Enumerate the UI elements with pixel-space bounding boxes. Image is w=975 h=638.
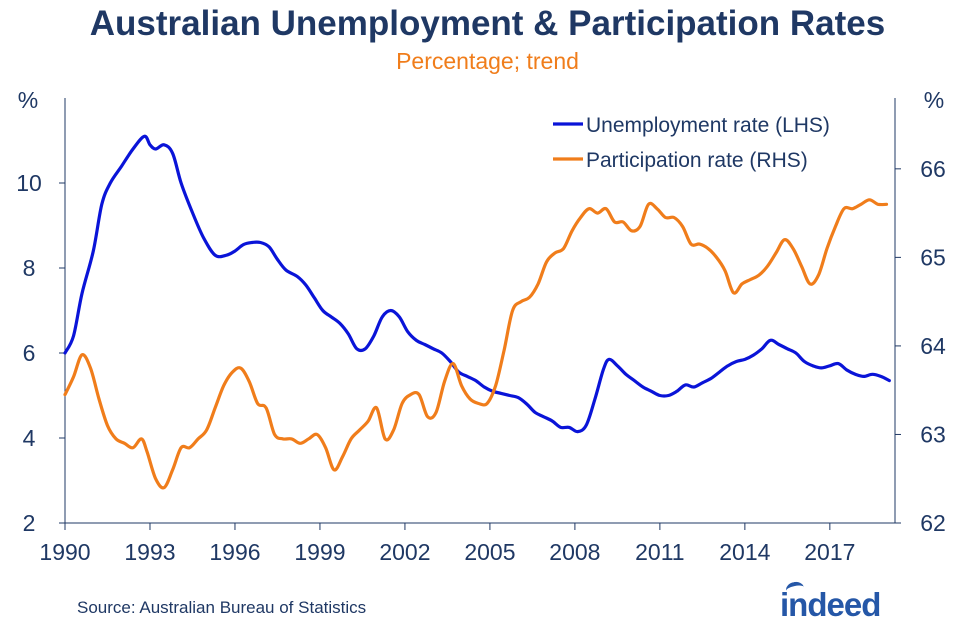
unemployment-rate-line	[63, 134, 891, 434]
legend-label: Unemployment rate (LHS)	[586, 114, 830, 137]
legend: Unemployment rate (LHS) Participation rat…	[553, 114, 830, 172]
x-axis-tick-label: 1999	[294, 539, 345, 565]
right-axis-tick-label: 65	[920, 244, 946, 270]
x-axis-tick-label: 1996	[209, 539, 260, 565]
left-axis-tick-label: 4	[23, 425, 36, 451]
right-axis-tick-label: 66	[920, 156, 946, 182]
right-axis-unit: %	[924, 87, 944, 113]
indeed-logo: indeed	[780, 580, 881, 624]
legend-label: Participation rate (RHS)	[586, 149, 808, 172]
series-lines	[63, 134, 891, 490]
left-axis-tick-label: 10	[16, 170, 42, 196]
left-axis-tick-label: 6	[23, 340, 36, 366]
x-axis-tick-label: 2005	[464, 539, 515, 565]
chart-title: Australian Unemployment & Participation …	[89, 4, 886, 43]
left-axis-unit: %	[18, 87, 38, 113]
left-axis-tick-label: 2	[23, 510, 36, 536]
right-axis-tick-label: 63	[920, 421, 946, 447]
left-axis-tick-label: 8	[23, 255, 36, 281]
right-axis-tick-label: 64	[920, 333, 946, 359]
x-axis-tick-label: 2011	[635, 539, 684, 565]
participation-rate-line	[63, 198, 889, 490]
source-note: Source: Australian Bureau of Statistics	[77, 598, 367, 617]
x-axis-tick-label: 2008	[549, 539, 600, 565]
chart-subtitle: Percentage; trend	[396, 48, 579, 74]
x-axis-tick-label: 2014	[719, 539, 770, 565]
x-axis-tick-label: 2017	[804, 539, 855, 565]
right-axis-tick-label: 62	[920, 510, 946, 536]
x-axis-tick-label: 1993	[124, 539, 175, 565]
axes: % % 2 4 6 8 10 62 63 64 65 66 1990 1993 1996 1999 2002 20…	[16, 87, 946, 565]
x-axis-tick-label: 2002	[379, 539, 430, 565]
x-axis-tick-label: 1990	[39, 539, 90, 565]
